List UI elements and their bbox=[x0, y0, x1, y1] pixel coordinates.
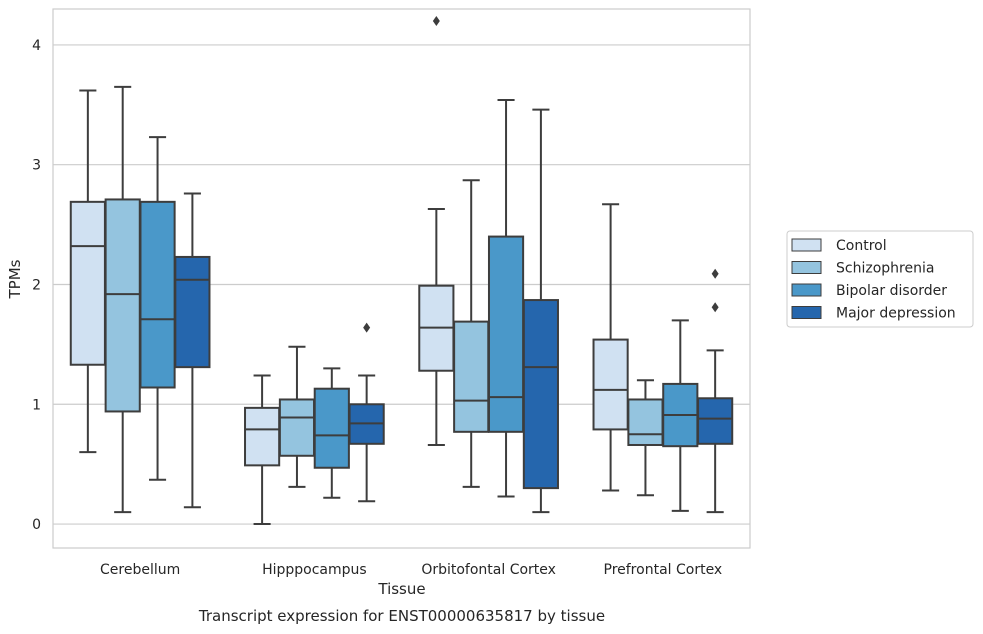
x-tick-label: Cerebellum bbox=[100, 562, 180, 578]
legend-swatch bbox=[791, 306, 822, 319]
legend-swatch bbox=[791, 238, 822, 252]
box-2-3 bbox=[522, 108, 559, 514]
box-body bbox=[174, 255, 211, 369]
chart-caption: Transcript expression for ENST0000063581… bbox=[198, 607, 605, 625]
box-body bbox=[69, 200, 106, 366]
box-1-1 bbox=[278, 345, 316, 488]
legend-label: Major depression bbox=[836, 306, 956, 322]
legend-label: Bipolar disorder bbox=[836, 283, 947, 299]
legend-swatch bbox=[791, 283, 822, 297]
legend-label: Control bbox=[836, 238, 887, 254]
box-0-0 bbox=[69, 89, 106, 454]
box-0-1 bbox=[104, 85, 141, 514]
box-body bbox=[104, 198, 141, 413]
box-1-3 bbox=[348, 322, 385, 503]
box-1-0 bbox=[244, 374, 281, 526]
plot-frame bbox=[52, 8, 751, 549]
outlier-point bbox=[711, 302, 719, 313]
y-tick-label: 0 bbox=[32, 517, 41, 533]
box-body bbox=[278, 398, 316, 457]
x-tick-labels: Cerebellum Hipppocampus Orbitofontal Corte… bbox=[100, 562, 722, 578]
box-3-0 bbox=[592, 203, 629, 492]
legend-swatch bbox=[791, 261, 822, 274]
box-body bbox=[139, 200, 176, 389]
outlier-point bbox=[432, 15, 440, 26]
box-body bbox=[522, 299, 559, 490]
box-1-2 bbox=[313, 367, 350, 499]
box-3-1 bbox=[627, 379, 664, 497]
x-axis-label: Tissue bbox=[377, 580, 425, 598]
legend-frame bbox=[786, 230, 974, 328]
box-body bbox=[453, 320, 490, 433]
y-tick-label: 4 bbox=[32, 38, 41, 54]
y-tick-label: 1 bbox=[32, 397, 41, 413]
box-body bbox=[697, 397, 734, 445]
box-body bbox=[627, 398, 664, 446]
y-tick-label: 3 bbox=[32, 158, 41, 174]
y-tick-label: 2 bbox=[32, 277, 41, 293]
legend: Control Schizophrenia Bipolar disorder Majo… bbox=[786, 230, 974, 328]
box-2-0 bbox=[418, 15, 455, 446]
box-body bbox=[313, 387, 350, 469]
outlier-point bbox=[363, 322, 371, 333]
box-2-1 bbox=[453, 179, 490, 488]
box-body bbox=[244, 406, 281, 467]
x-tick-label: Orbitofontal Cortex bbox=[421, 562, 556, 578]
boxes-group bbox=[69, 15, 734, 526]
y-tick-labels: 0 1 2 3 4 bbox=[32, 38, 41, 533]
box-2-2 bbox=[487, 99, 525, 498]
legend-label: Schizophrenia bbox=[836, 261, 934, 277]
x-tick-label: Hipppocampus bbox=[262, 562, 367, 578]
box-body bbox=[592, 338, 629, 431]
box-3-3 bbox=[697, 268, 734, 514]
box-3-2 bbox=[662, 319, 699, 512]
box-0-3 bbox=[174, 192, 211, 509]
box-body bbox=[487, 235, 525, 433]
x-tick-label: Prefrontal Cortex bbox=[604, 562, 723, 578]
y-axis-label: TPMs bbox=[6, 259, 24, 299]
outlier-point bbox=[711, 268, 719, 279]
